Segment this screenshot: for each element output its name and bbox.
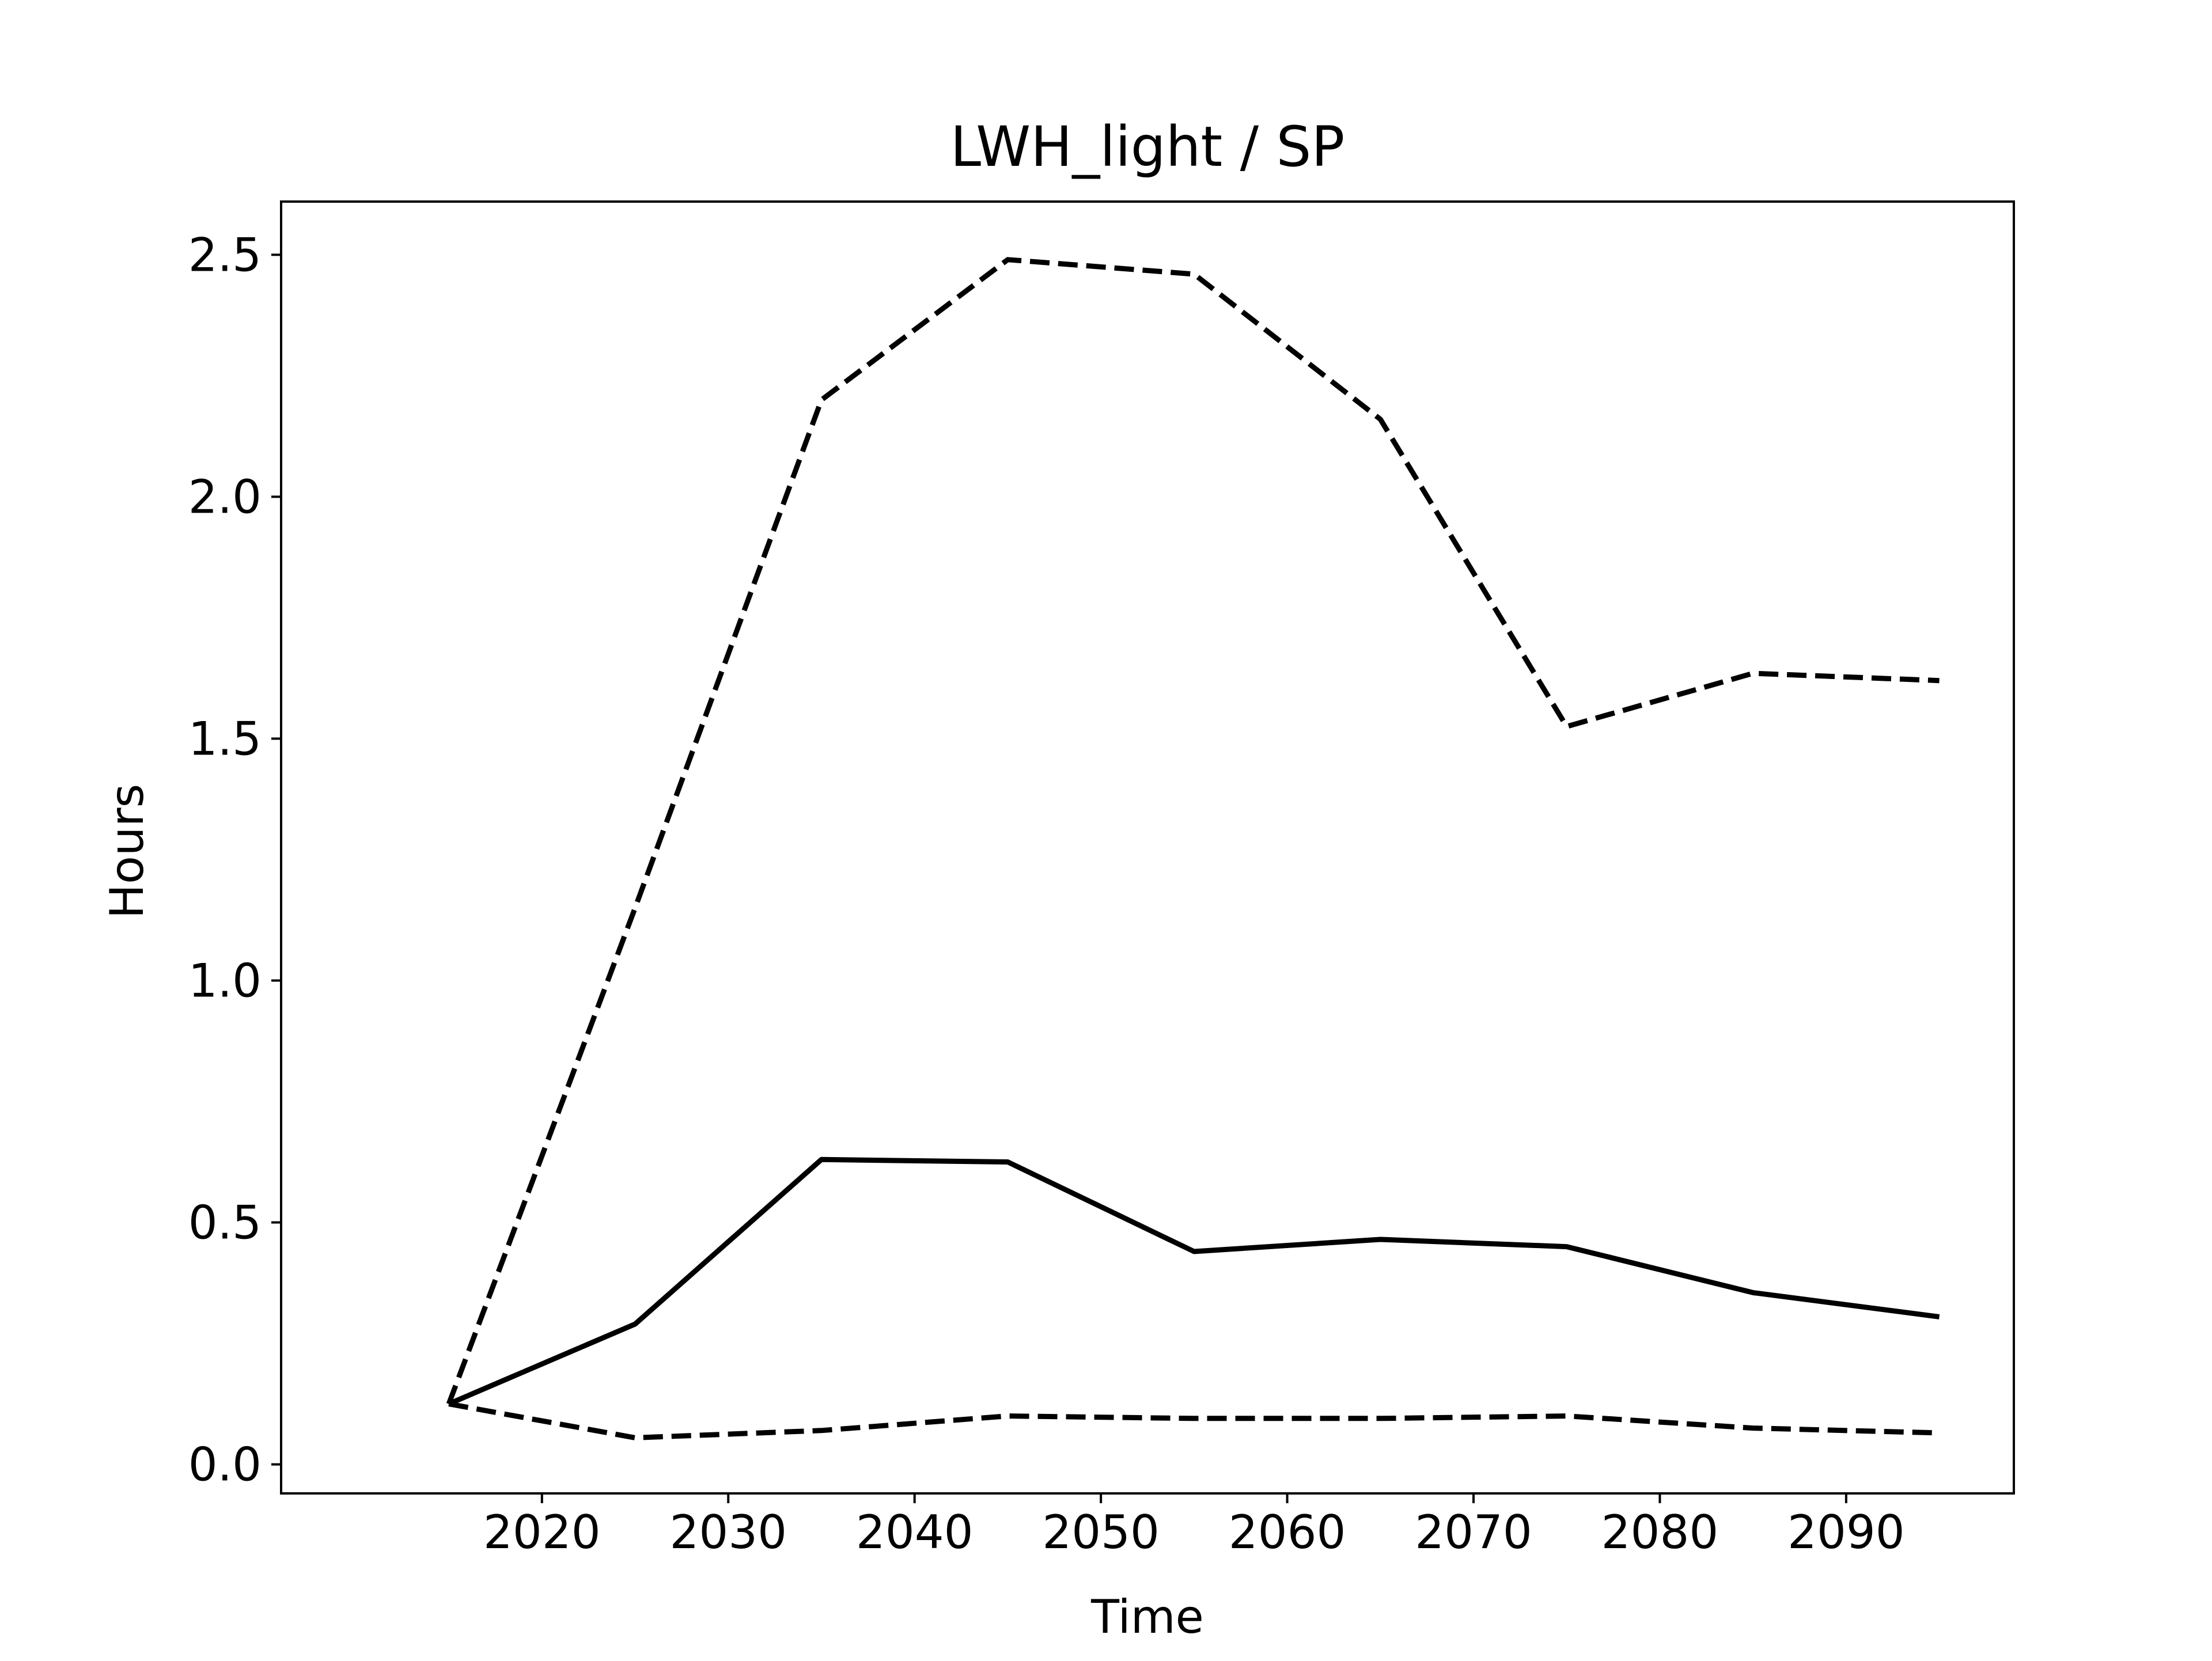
- x-tick-label: 2070: [1415, 1505, 1532, 1559]
- y-tick-label: 1.0: [188, 954, 262, 1008]
- axes-frame: [280, 200, 2015, 1495]
- series-line-3: [448, 1401, 1940, 1440]
- y-tick-label: 1.5: [188, 712, 262, 765]
- x-axis-label: Time: [1090, 1590, 1204, 1644]
- x-tick-label: 2050: [1042, 1505, 1160, 1559]
- y-tick-label: 2.5: [188, 228, 262, 282]
- series-line-1: [448, 1156, 1940, 1406]
- x-tick-label: 2040: [856, 1505, 974, 1559]
- x-tick-label: 2020: [483, 1505, 601, 1559]
- x-tick-label: 2060: [1229, 1505, 1346, 1559]
- x-tick-label: 2080: [1601, 1505, 1719, 1559]
- series-line-2: [446, 257, 1940, 1405]
- plot-area: 2020 2030 2040 2050 2060 2070 2080 2090 0.0 0.5 1.…: [188, 200, 2015, 1559]
- y-tick-label: 0.0: [188, 1438, 262, 1492]
- x-tick-label: 2030: [669, 1505, 787, 1559]
- chart-title: LWH_light / SP: [950, 115, 1345, 179]
- x-tick-label: 2090: [1787, 1505, 1905, 1559]
- y-tick-label: 0.5: [188, 1196, 262, 1250]
- y-axis-label: Hours: [100, 784, 154, 919]
- y-tick-label: 2.0: [188, 470, 262, 524]
